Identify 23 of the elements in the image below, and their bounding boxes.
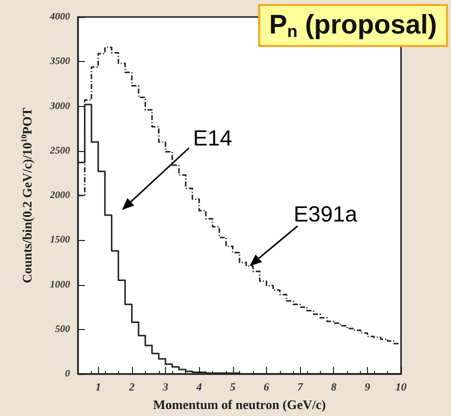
x-tick-label: 1 [95, 382, 101, 394]
x-tick-label: 4 [195, 382, 202, 394]
y-tick-label: 2000 [49, 190, 70, 201]
x-tick-label: 9 [364, 382, 371, 394]
y-tick-label: 0 [65, 368, 70, 380]
y-tick-label: 1500 [50, 234, 70, 246]
y-axis-title: Counts/bin(0.2 GeV/c)/1010POT [20, 107, 34, 284]
x-tick-label: 7 [297, 382, 304, 394]
x-tick-label: 8 [330, 382, 337, 394]
annotation: E14 [193, 126, 232, 150]
y-tick-label: 3000 [49, 100, 70, 112]
annotation: E391a [294, 202, 358, 227]
x-tick-label: 6 [264, 382, 270, 394]
x-tick-label: 10 [396, 382, 407, 394]
x-tick-label: 2 [128, 382, 136, 394]
y-tick-label: 500 [55, 324, 70, 335]
y-tick-label: 2500 [49, 145, 70, 156]
y-tick-label: 4000 [49, 12, 70, 22]
x-tick-label: 5 [230, 382, 236, 394]
y-tick-label: 3500 [49, 56, 70, 68]
x-axis-title: Momentum of neutron (GeV/c) [153, 396, 326, 412]
x-tick-label: 3 [162, 382, 169, 394]
y-tick-label: 1000 [50, 279, 70, 290]
